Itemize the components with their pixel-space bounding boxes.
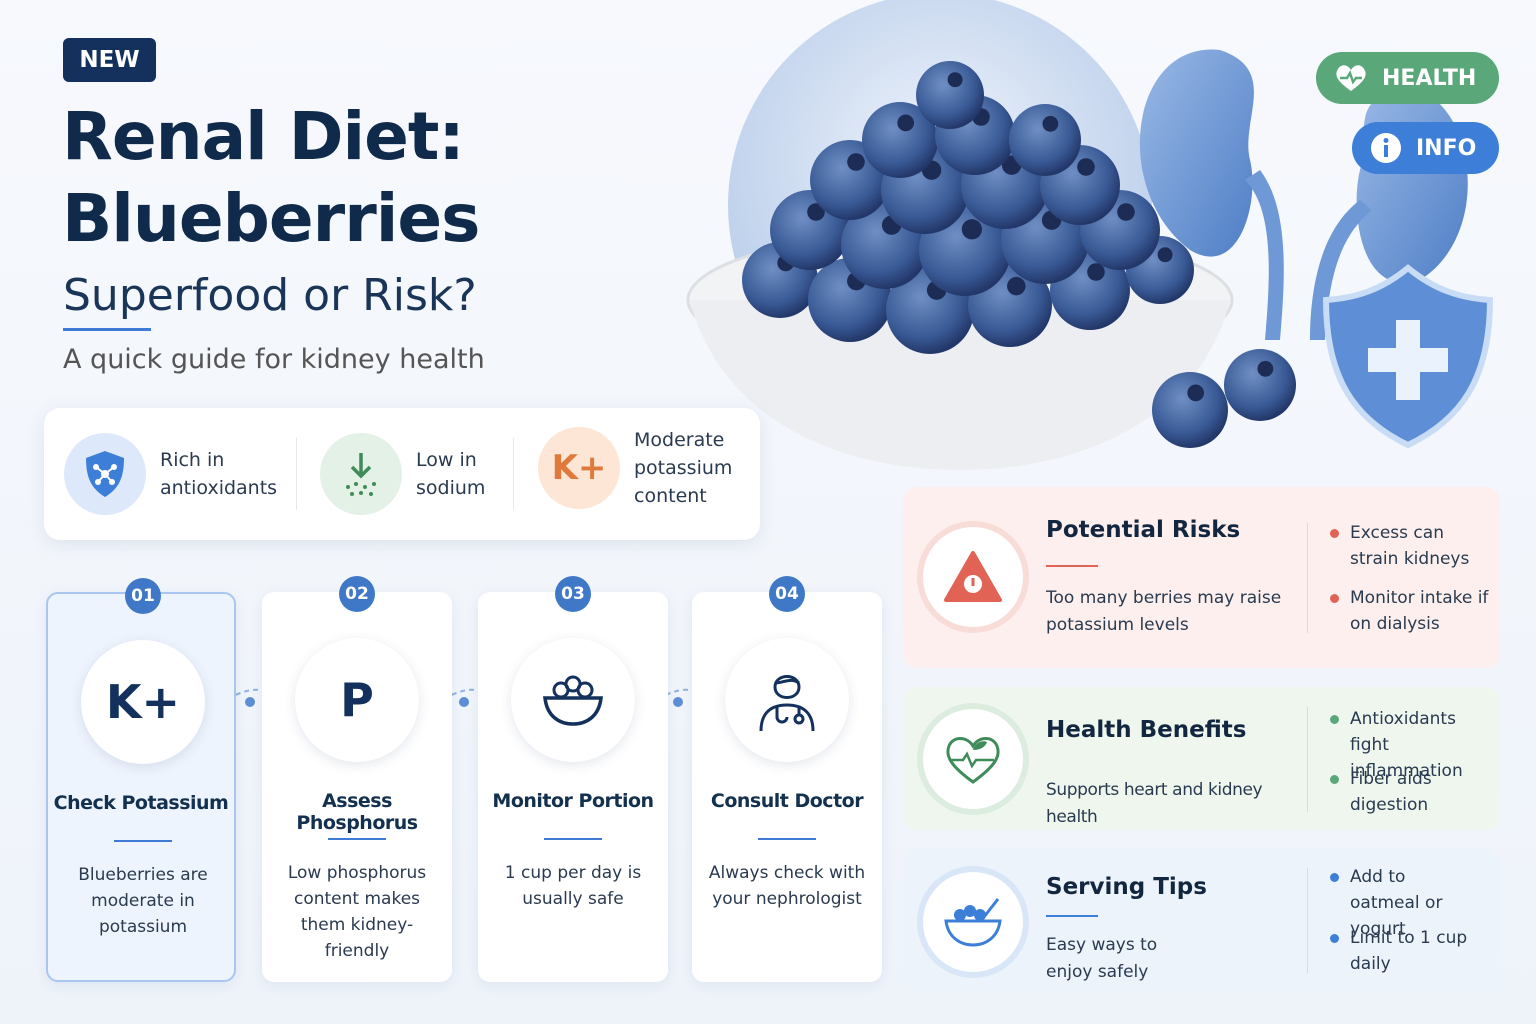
berry	[916, 61, 984, 129]
step-icon	[511, 638, 635, 762]
divider	[513, 438, 514, 510]
panel-text: Too many berries may raise potassium lev…	[1046, 588, 1282, 635]
bullet: Antioxidants fight inflammation	[1330, 706, 1500, 784]
bullet: Monitor intake if on dialysis	[1330, 585, 1490, 637]
feature-card: Rich in antioxidants Low in sodium K+ Mo…	[44, 408, 760, 540]
berry-crown	[807, 203, 825, 221]
kidney	[1356, 89, 1468, 283]
panel-text: Easy ways to enjoy safely	[1046, 935, 1158, 982]
hero-illustration	[686, 0, 1494, 470]
panel-icon	[923, 527, 1023, 627]
step-text: 1 cup per day is usually safe	[504, 863, 642, 909]
panel-text: Supports heart and kidney health	[1046, 780, 1263, 827]
step-card[interactable]: 01 K+ Check Potassium Blueberries are mo…	[46, 578, 236, 982]
panel-icon	[923, 709, 1023, 809]
bullet: Fiber aids digestion	[1330, 766, 1490, 818]
divider	[1307, 707, 1308, 812]
tag-label: HEALTH	[1382, 65, 1477, 91]
ureter	[1245, 170, 1284, 340]
step-icon	[725, 638, 849, 762]
bullet: Excess can strain kidneys	[1330, 520, 1490, 572]
berry-crown	[1007, 276, 1026, 296]
subtitle: Superfood or Risk?	[63, 270, 477, 321]
berry-crown	[961, 219, 983, 240]
heart-icon	[1336, 65, 1366, 91]
step-title: Check Potassium	[53, 792, 229, 814]
berry-crown	[847, 153, 865, 171]
step-text: Always check with your nephrologist	[708, 863, 866, 909]
berry	[1224, 349, 1296, 421]
berry-crown	[1087, 263, 1105, 281]
berry-crown	[947, 72, 963, 88]
step-title: Assess Phosphorus	[296, 790, 418, 834]
bowl	[690, 300, 1230, 470]
panel-title: Potential Risks	[1046, 517, 1241, 543]
step-icon-letter: P	[340, 673, 374, 727]
berry	[862, 102, 938, 178]
tips-panel: Serving Tips Easy ways to enjoy safely A…	[903, 848, 1500, 993]
berry-crown	[1077, 158, 1095, 176]
berry-crown	[1257, 360, 1274, 377]
panel-line	[1046, 915, 1098, 917]
risk-panel: Potential Risks Too many berries may rai…	[903, 487, 1500, 668]
step-card[interactable]: 04 Consult Doctor Always check with your…	[692, 576, 882, 982]
kidney	[1139, 49, 1254, 257]
step-card[interactable]: 02 P Assess Phosphorus Low phosphorus co…	[262, 576, 452, 982]
panel-title: Health Benefits	[1046, 717, 1247, 743]
step-line	[328, 838, 386, 840]
step-line	[544, 838, 602, 840]
berry-crown	[897, 114, 915, 132]
tagline: A quick guide for kidney health	[63, 344, 485, 375]
berry-crown	[1187, 384, 1205, 402]
feature-text: Rich in antioxidants	[160, 449, 278, 499]
berry	[1009, 104, 1081, 176]
shield-cross	[1368, 320, 1448, 400]
divider	[1307, 868, 1308, 973]
step-number: 04	[769, 576, 805, 612]
step-number: 03	[555, 576, 591, 612]
step-number: 01	[125, 578, 161, 614]
bullet: Limit to 1 cup daily	[1330, 925, 1470, 977]
blueberries	[742, 61, 1296, 448]
panel-icon	[923, 872, 1023, 972]
berry	[1152, 372, 1228, 448]
title: Blueberries	[62, 180, 480, 257]
feature-text: Moderate potassium content	[634, 429, 733, 507]
tag-label: INFO	[1416, 135, 1477, 161]
feature-text: Low in sodium	[416, 449, 486, 499]
step-title: Monitor Portion	[492, 790, 654, 812]
bullet: Add to oatmeal or yogurt	[1330, 864, 1480, 942]
feature: Rich in antioxidants	[64, 433, 280, 515]
info-icon	[1371, 133, 1401, 163]
title: Renal Diet:	[62, 98, 465, 175]
step-line	[114, 840, 172, 842]
divider	[1307, 523, 1308, 633]
feature-icon	[320, 433, 402, 515]
new-badge: NEW	[63, 38, 156, 82]
step-number: 02	[339, 576, 375, 612]
step-text: Low phosphorus content makes them kidney…	[287, 863, 427, 961]
step-text: Blueberries are moderate in potassium	[78, 865, 208, 937]
panel-line	[1046, 565, 1098, 567]
step-icon: K+	[81, 640, 205, 764]
benefit-panel: Health Benefits Supports heart and kidne…	[903, 687, 1500, 830]
feature-icon	[64, 433, 146, 515]
health-tag[interactable]: HEALTH	[1316, 52, 1499, 104]
feature: Low in sodium	[320, 433, 506, 515]
berry-crown	[1157, 247, 1173, 263]
berry-crown	[1117, 203, 1135, 221]
feature: K+ Moderate potassium content	[538, 426, 744, 510]
step-icon: P	[295, 638, 419, 762]
underline	[63, 328, 151, 331]
step-title: Consult Doctor	[710, 790, 864, 812]
divider	[296, 438, 297, 510]
berry-crown	[1042, 115, 1059, 132]
step-card[interactable]: 03 Monitor Portion 1 cup per day is usua…	[478, 576, 668, 982]
step-line	[758, 838, 816, 840]
info-tag[interactable]: INFO	[1352, 122, 1499, 174]
feature-icon: K+	[538, 427, 620, 509]
panel-title: Serving Tips	[1046, 874, 1207, 900]
